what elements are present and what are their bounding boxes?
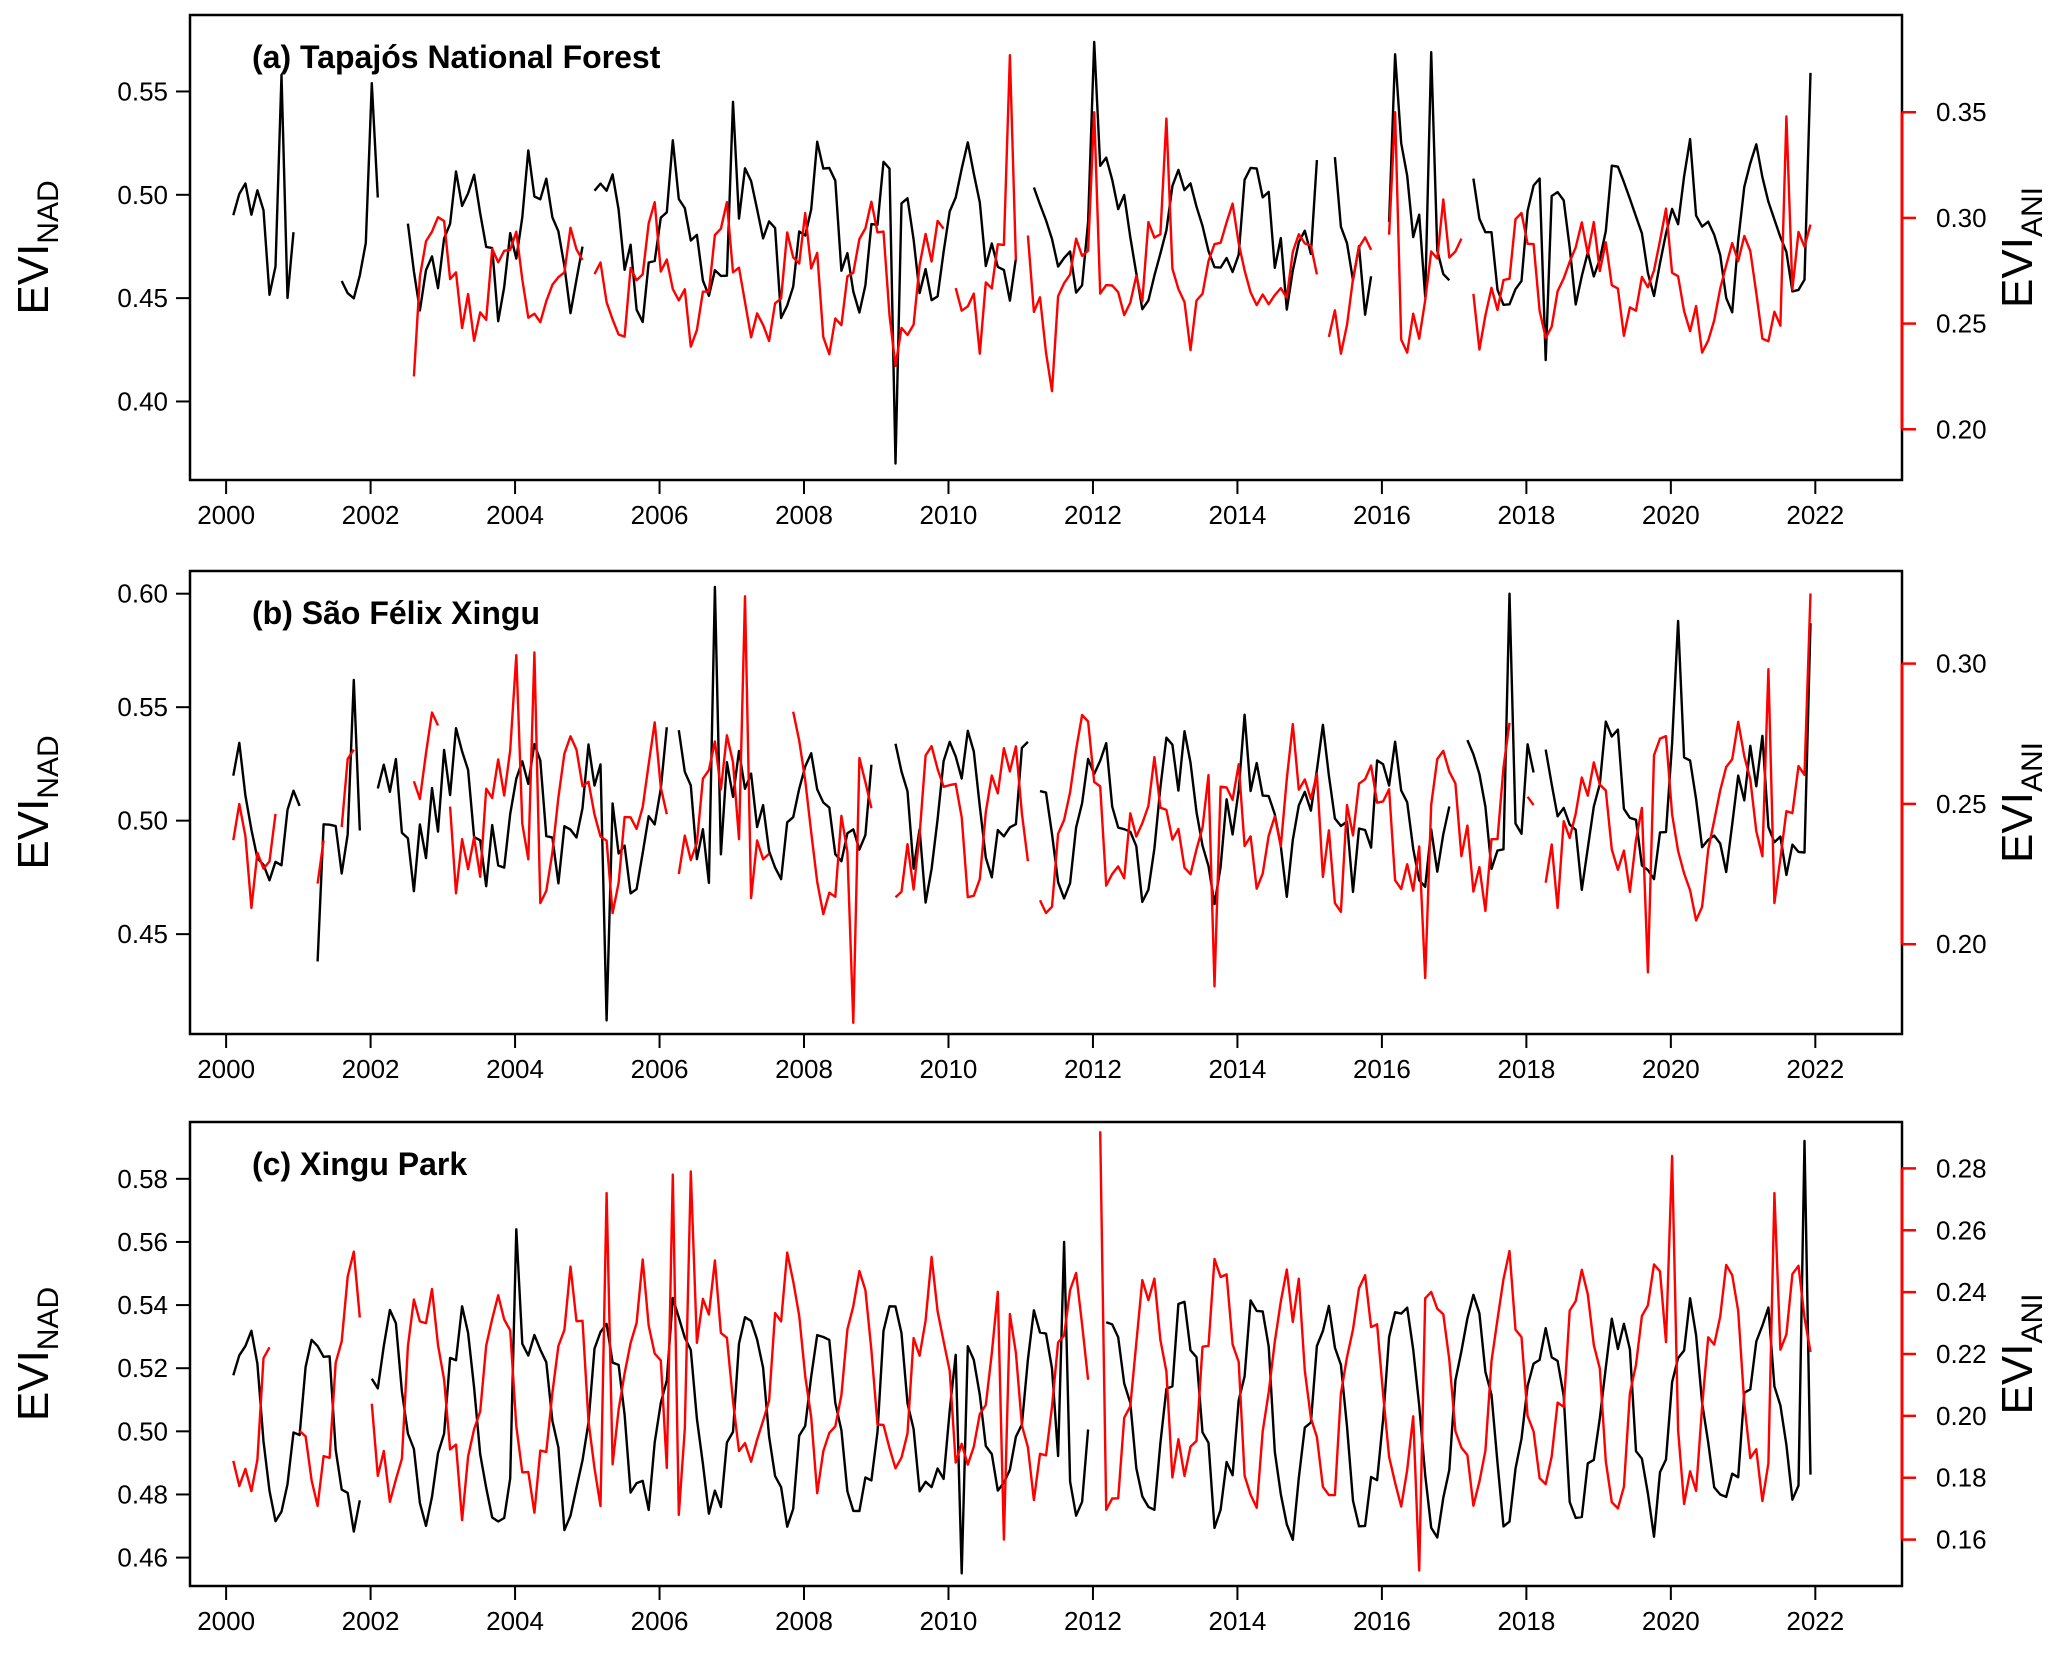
series-evi-ani-line: [232, 593, 1812, 1024]
y-right-axis-title: EVIANI: [1993, 187, 2049, 308]
y-right-tick-label: 0.30: [1936, 649, 1987, 679]
x-tick-label: 2004: [486, 1054, 544, 1084]
series-evi-ani-line: [412, 54, 1812, 393]
y-left-tick-label: 0.55: [117, 76, 168, 106]
panel-tapajos: 2000 2002 2004 2006 2008 2010 2012 2014 2016 2018…: [9, 13, 2049, 530]
y-left-tick-label: 0.48: [117, 1479, 168, 1509]
x-tick-label: 2000: [197, 1054, 255, 1084]
x-tick-label: 2012: [1064, 500, 1122, 530]
x-tick-label: 2016: [1353, 1606, 1411, 1636]
y-left-tick-label: 0.52: [117, 1353, 168, 1383]
y-right-tick-label: 0.20: [1936, 1401, 1987, 1431]
x-tick-label: 2004: [486, 1606, 544, 1636]
series-evi-nad-line: [232, 585, 1812, 1022]
y-right-tick-label: 0.30: [1936, 203, 1987, 233]
y-left-tick-label: 0.50: [117, 806, 168, 836]
x-tick-label: 2014: [1209, 1054, 1267, 1084]
x-tick-label: 2008: [775, 500, 833, 530]
series-evi-ani-line: [232, 1131, 1812, 1572]
x-tick-label: 2016: [1353, 500, 1411, 530]
x-tick-label: 2022: [1786, 500, 1844, 530]
panel-title: (c) Xingu Park: [252, 1146, 467, 1182]
x-tick-label: 2008: [775, 1606, 833, 1636]
x-tick-label: 2010: [920, 500, 978, 530]
x-tick-label: 2010: [920, 1054, 978, 1084]
y-right-tick-label: 0.28: [1936, 1153, 1987, 1183]
y-right-tick-label: 0.25: [1936, 309, 1987, 339]
x-tick-label: 2014: [1209, 500, 1267, 530]
x-tick-label: 2004: [486, 500, 544, 530]
plot-frame: [188, 1120, 1904, 1588]
y-right-axis-title: EVIANI: [1993, 1294, 2049, 1415]
x-tick-label: 2018: [1497, 1054, 1555, 1084]
y-right-tick-label: 0.26: [1936, 1215, 1987, 1245]
x-tick-label: 2022: [1786, 1606, 1844, 1636]
y-left-axis-title: EVINAD: [9, 1287, 65, 1421]
plot-frame: [188, 569, 1904, 1036]
x-tick-label: 2016: [1353, 1054, 1411, 1084]
x-tick-label: 2002: [342, 1606, 400, 1636]
y-right-tick-label: 0.24: [1936, 1277, 1987, 1307]
y-left-tick-label: 0.50: [117, 180, 168, 210]
y-right-tick-label: 0.16: [1936, 1525, 1987, 1555]
y-right-tick-label: 0.20: [1936, 929, 1987, 959]
x-tick-label: 2014: [1209, 1606, 1267, 1636]
y-right-tick-label: 0.18: [1936, 1463, 1987, 1493]
x-tick-label: 2018: [1497, 1606, 1555, 1636]
y-left-tick-label: 0.55: [117, 692, 168, 722]
y-left-tick-label: 0.54: [117, 1290, 168, 1320]
y-left-tick-label: 0.45: [117, 919, 168, 949]
x-tick-label: 2012: [1064, 1054, 1122, 1084]
panel-xingu-park: 2000 2002 2004 2006 2008 2010 2012 2014 2016 2018…: [9, 1120, 2049, 1636]
x-tick-label: 2022: [1786, 1054, 1844, 1084]
panel-title: (b) São Félix Xingu: [252, 595, 540, 631]
y-left-tick-label: 0.60: [117, 579, 168, 609]
x-tick-label: 2020: [1642, 1606, 1700, 1636]
y-left-tick-label: 0.45: [117, 283, 168, 313]
y-right-tick-label: 0.25: [1936, 789, 1987, 819]
y-right-tick-label: 0.20: [1936, 414, 1987, 444]
x-tick-label: 2000: [197, 1606, 255, 1636]
x-tick-label: 2018: [1497, 500, 1555, 530]
y-left-tick-label: 0.56: [117, 1227, 168, 1257]
x-tick-label: 2000: [197, 500, 255, 530]
panel-sao-felix-xingu: 2000 2002 2004 2006 2008 2010 2012 2014 2016 2018…: [9, 569, 2049, 1084]
panel-title: (a) Tapajós National Forest: [252, 39, 661, 75]
x-tick-label: 2012: [1064, 1606, 1122, 1636]
x-tick-label: 2020: [1642, 500, 1700, 530]
x-tick-label: 2006: [631, 1054, 689, 1084]
y-left-axis-title: EVINAD: [9, 180, 65, 314]
x-tick-label: 2006: [631, 500, 689, 530]
x-tick-label: 2006: [631, 1606, 689, 1636]
y-right-axis-title: EVIANI: [1993, 742, 2049, 863]
y-left-tick-label: 0.50: [117, 1416, 168, 1446]
y-right-tick-label: 0.35: [1936, 97, 1987, 127]
x-tick-label: 2002: [342, 1054, 400, 1084]
series-evi-nad-line: [232, 1139, 1812, 1575]
x-tick-label: 2020: [1642, 1054, 1700, 1084]
y-left-tick-label: 0.58: [117, 1164, 168, 1194]
y-left-tick-label: 0.46: [117, 1543, 168, 1573]
y-left-axis-title: EVINAD: [9, 735, 65, 869]
x-tick-label: 2002: [342, 500, 400, 530]
x-tick-label: 2008: [775, 1054, 833, 1084]
x-tick-label: 2010: [920, 1606, 978, 1636]
y-left-tick-label: 0.40: [117, 386, 168, 416]
y-right-tick-label: 0.22: [1936, 1339, 1987, 1369]
